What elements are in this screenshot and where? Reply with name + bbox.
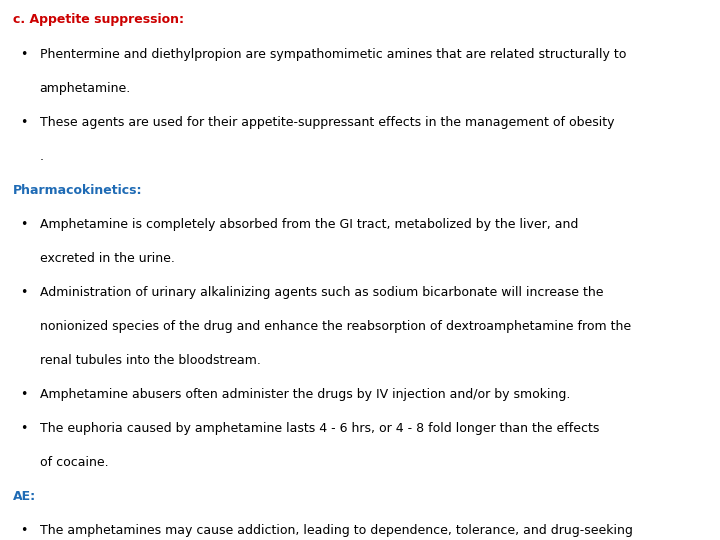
Text: excreted in the urine.: excreted in the urine.	[40, 252, 174, 265]
Text: •: •	[20, 422, 27, 435]
Text: of cocaine.: of cocaine.	[40, 456, 108, 469]
Text: •: •	[20, 218, 27, 231]
Text: Amphetamine abusers often administer the drugs by IV injection and/or by smoking: Amphetamine abusers often administer the…	[40, 388, 570, 401]
Text: The euphoria caused by amphetamine lasts 4 - 6 hrs, or 4 - 8 fold longer than th: The euphoria caused by amphetamine lasts…	[40, 422, 599, 435]
Text: Amphetamine is completely absorbed from the GI tract, metabolized by the liver, : Amphetamine is completely absorbed from …	[40, 218, 578, 231]
Text: Administration of urinary alkalinizing agents such as sodium bicarbonate will in: Administration of urinary alkalinizing a…	[40, 286, 603, 299]
Text: These agents are used for their appetite-suppressant effects in the management o: These agents are used for their appetite…	[40, 116, 614, 129]
Text: Phentermine and diethylpropion are sympathomimetic amines that are related struc: Phentermine and diethylpropion are sympa…	[40, 48, 626, 60]
Text: nonionized species of the drug and enhance the reabsorption of dextroamphetamine: nonionized species of the drug and enhan…	[40, 320, 631, 333]
Text: .: .	[40, 150, 44, 163]
Text: •: •	[20, 388, 27, 401]
Text: AE:: AE:	[13, 489, 36, 503]
Text: •: •	[20, 523, 27, 537]
Text: The amphetamines may cause addiction, leading to dependence, tolerance, and drug: The amphetamines may cause addiction, le…	[40, 523, 632, 537]
Text: amphetamine.: amphetamine.	[40, 82, 131, 94]
Text: Pharmacokinetics:: Pharmacokinetics:	[13, 184, 143, 197]
Text: c. Appetite suppression:: c. Appetite suppression:	[13, 14, 184, 26]
Text: renal tubules into the bloodstream.: renal tubules into the bloodstream.	[40, 354, 261, 367]
Text: •: •	[20, 116, 27, 129]
Text: •: •	[20, 286, 27, 299]
Text: •: •	[20, 48, 27, 60]
